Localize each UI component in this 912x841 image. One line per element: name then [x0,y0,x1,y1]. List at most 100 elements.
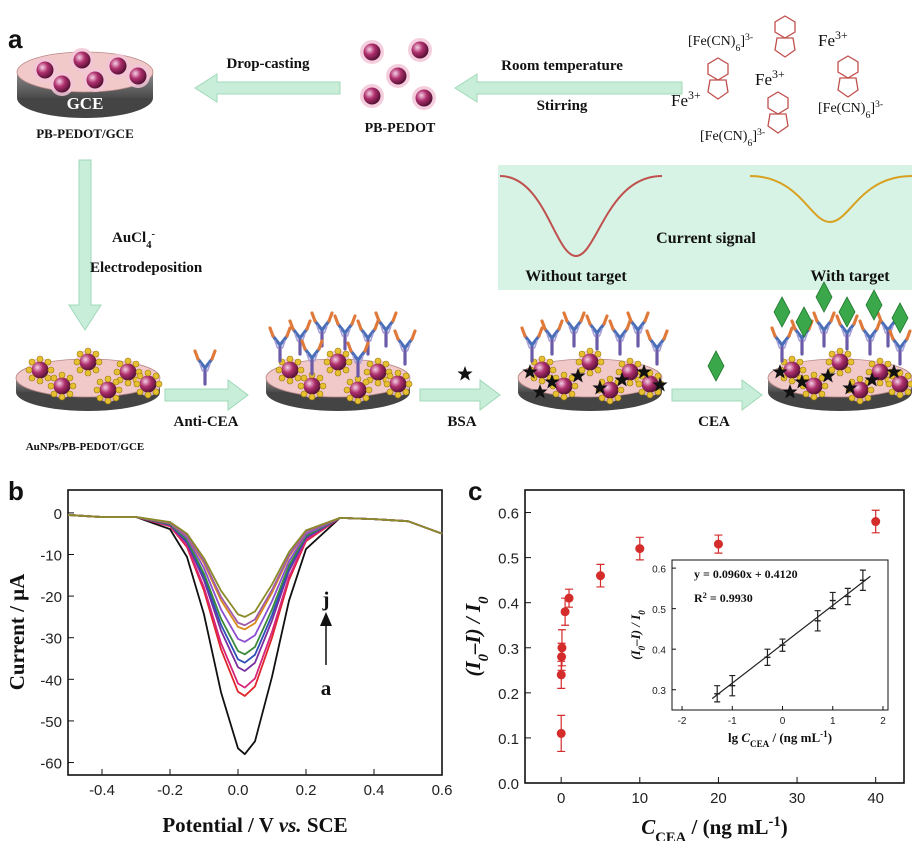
text-part: –I) / I [628,614,643,647]
antigen-icon [708,351,724,381]
point [557,643,566,652]
text-part: 3- [757,127,765,138]
step-label: BSA [447,414,476,430]
text-part: Fe [818,31,835,50]
text-part: 3+ [772,67,785,81]
antibody-icon [195,351,215,384]
blocker-icon [457,366,472,381]
point [596,571,605,580]
signal-label: Current signal [656,230,756,247]
axis-title: CCEA / (ng mL-1) [641,814,788,841]
arrow [420,380,500,410]
x-tick-label: 0.6 [432,782,453,799]
y-tick-label: 0.6 [652,564,666,575]
text-part: / (ng mL [686,815,768,839]
plot-frame [672,560,888,710]
text-part: –I) / I [461,603,485,655]
y-tick-label: 0.3 [498,641,519,658]
electrode [768,282,912,411]
reagent: [Fe(CN)6]3- [688,32,753,54]
text-part: 0 [637,610,647,615]
x-tick-label: 0.4 [364,782,385,799]
step-label: Drop-casting [226,56,310,72]
step-label: CEA [698,414,730,430]
panel-a: a GCE PB-PEDOT/GCE Drop-casting PB-PEDOT… [8,16,912,453]
x-tick-label: 20 [710,790,727,807]
electrode [16,348,162,411]
plot-frame [68,490,442,775]
x-tick-label: 30 [789,790,806,807]
panel-label: c [468,476,482,506]
text-part: SCE [302,813,348,837]
text-part: Fe [755,70,772,89]
electrode-label: GCE [67,94,104,113]
x-tick-label: 0 [557,790,565,807]
text-part: R [694,591,703,605]
y-tick-label: -50 [40,714,62,731]
y-tick-label: -60 [40,756,62,773]
text-part: [Fe(CN) [700,129,748,144]
x-tick-label: 0.2 [296,782,317,799]
y-tick-label: 0 [54,506,62,523]
text-part: lg [728,730,741,745]
text-part: - [151,229,155,240]
figure: a GCE PB-PEDOT/GCE Drop-casting PB-PEDOT… [0,0,912,841]
point [871,517,880,526]
signal-label: Without target [525,268,627,285]
x-tick-label: 0 [780,716,786,727]
text-part: 4 [146,240,152,251]
point [557,670,566,679]
point [635,544,644,553]
text-part: AuCl [112,230,146,246]
y-tick-label: 0.5 [652,605,666,616]
axis-title: (I0–I) / I0 [461,596,492,677]
text-part: / (ng mL [769,730,820,745]
x-tick-label: 1 [830,716,836,727]
reagent: [Fe(CN)6]3- [700,127,765,149]
arrow [69,160,101,330]
text-part: 0 [476,596,492,604]
step-label: Stirring [537,98,588,114]
text-part: 3- [745,32,753,43]
text-part: CEA [655,830,686,841]
y-tick-label: 0.3 [652,686,666,697]
reagent: Fe3+ [755,67,785,89]
text-part: 3+ [688,88,701,102]
text-part: (I [461,661,485,677]
y-tick-label: 0.4 [498,596,519,613]
y-tick-label: 0.0 [498,776,519,793]
arrow [672,380,762,410]
y-tick-label: -30 [40,631,62,648]
text-part: ) [781,815,788,839]
text-part: C [641,815,656,839]
electrode [518,313,668,411]
product-label: PB-PEDOT/GCE [36,126,134,141]
text-part: vs. [279,813,302,837]
equation: y = 0.0960x + 0.4120 [694,567,798,581]
text-part: 3- [875,99,883,110]
x-tick-label: -0.2 [157,782,183,799]
y-tick-label: 0.2 [498,686,519,703]
step-label: Electrodeposition [90,260,203,276]
point [557,729,566,738]
annotation: j [322,587,330,611]
text-part: 3+ [835,28,848,42]
nanoparticle-label: PB-PEDOT [365,121,436,136]
text-part: [Fe(CN) [688,34,736,49]
annotation: a [321,676,332,700]
x-tick-label: 2 [880,716,886,727]
panel-label: a [8,24,23,54]
panel-label: b [8,476,24,506]
point [561,607,570,616]
text-part: Fe [671,91,688,110]
y-tick-label: 0.5 [498,551,519,568]
step-label: Anti-CEA [173,414,238,430]
reagent: AuCl4- [112,229,155,251]
text-part: CEA [750,739,770,749]
y-tick-label: 0.6 [498,506,519,523]
reagent: [Fe(CN)6]3- [818,99,883,121]
reagent: Fe3+ [818,28,848,50]
point [565,594,574,603]
x-tick-label: -0.4 [89,782,115,799]
